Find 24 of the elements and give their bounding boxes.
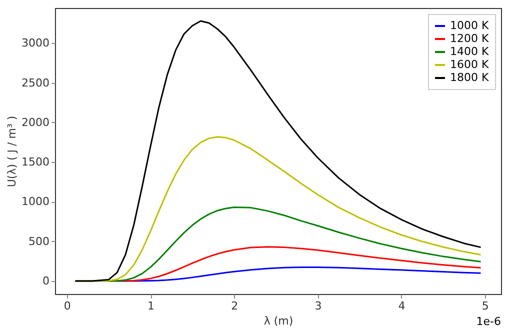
legend-label: 1200 K bbox=[450, 32, 490, 45]
legend-label: 1000 K bbox=[450, 19, 490, 32]
line-series bbox=[116, 266, 482, 282]
line-series bbox=[74, 20, 482, 282]
y-tick-label: 3000 bbox=[22, 36, 50, 50]
legend-label: 1400 K bbox=[450, 45, 490, 58]
y-tick-label: 500 bbox=[28, 234, 50, 248]
text: 1e-6 bbox=[476, 315, 501, 328]
x-tick-label: 2 bbox=[231, 300, 238, 312]
legend-label: 1800 K bbox=[450, 71, 490, 84]
y-tick-label: 2000 bbox=[22, 116, 50, 129]
x-tick-label: 4 bbox=[398, 300, 406, 312]
legend-label: 1600 K bbox=[450, 58, 490, 71]
line-series bbox=[108, 246, 482, 282]
x-tick-label: 0 bbox=[64, 300, 71, 312]
x-tick-label: 3 bbox=[314, 300, 322, 312]
x-axis-title: λ (m) bbox=[264, 314, 294, 328]
y-tick-label: 2500 bbox=[22, 76, 50, 90]
x-tick-label: 1 bbox=[148, 300, 155, 312]
x-tick-label: 5 bbox=[482, 300, 489, 312]
y-axis-title: U(λ) ( J / m³ ) bbox=[6, 116, 19, 188]
y-tick-label: 1000 bbox=[22, 195, 50, 208]
y-tick-label: 1500 bbox=[22, 156, 50, 169]
y-tick-label: 0 bbox=[42, 274, 50, 288]
